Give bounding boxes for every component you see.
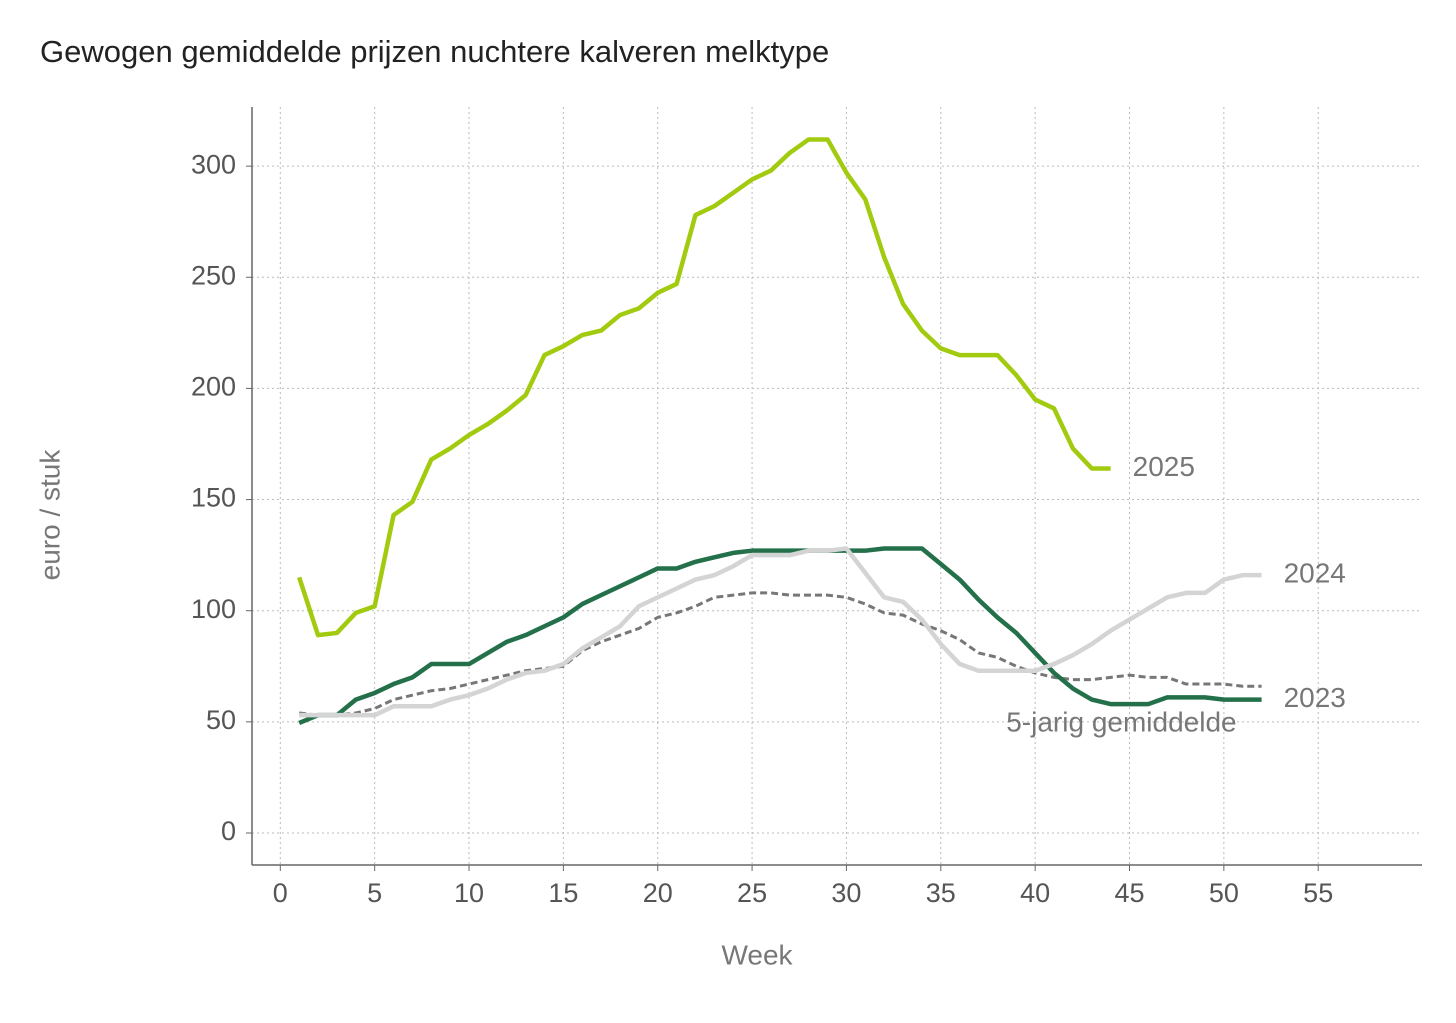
y-tick-label: 0: [221, 816, 236, 846]
series-line: [299, 546, 1262, 718]
x-tick-label: 25: [737, 878, 767, 908]
y-tick-label: 100: [191, 594, 236, 624]
x-tick-label: 40: [1020, 878, 1050, 908]
series-label: 2024: [1284, 558, 1346, 589]
x-tick-label: 5: [367, 878, 382, 908]
series-line: [299, 591, 1262, 717]
x-tick-label: 0: [273, 878, 288, 908]
series-label: 2023: [1284, 682, 1346, 713]
series-label: 2025: [1133, 451, 1195, 482]
x-tick-label: 45: [1114, 878, 1144, 908]
series-label: 5-jarig gemiddelde: [1006, 707, 1236, 738]
x-tick-label: 20: [643, 878, 673, 908]
y-tick-label: 250: [191, 260, 236, 290]
x-tick-label: 10: [454, 878, 484, 908]
x-tick-label: 50: [1209, 878, 1239, 908]
chart-title: Gewogen gemiddelde prijzen nuchtere kalv…: [40, 34, 829, 69]
y-tick-label: 200: [191, 372, 236, 402]
x-tick-label: 35: [926, 878, 956, 908]
x-tick-label: 55: [1303, 878, 1333, 908]
x-axis-label: Week: [721, 939, 793, 970]
series-line: [297, 137, 1111, 638]
x-tick-label: 15: [548, 878, 578, 908]
series-line: [298, 546, 1262, 726]
y-axis-label: euro / stuk: [34, 449, 65, 581]
y-tick-label: 50: [206, 705, 236, 735]
y-tick-label: 300: [191, 149, 236, 179]
y-tick-label: 150: [191, 483, 236, 513]
x-tick-label: 30: [831, 878, 861, 908]
